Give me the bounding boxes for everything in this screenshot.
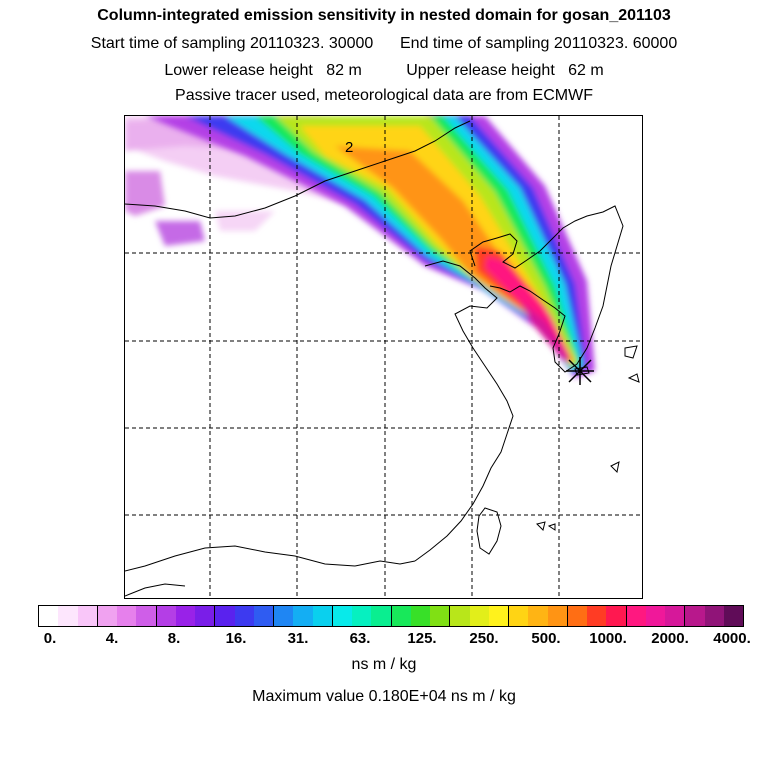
tracer-info: Passive tracer used, meteorological data… — [175, 87, 593, 104]
color-scale-segment — [469, 606, 489, 626]
color-scale-segment — [293, 606, 313, 626]
color-scale-segment — [234, 606, 254, 626]
release-heights: Lower release height 82 m Upper release … — [164, 62, 604, 79]
color-scale-segment — [371, 606, 392, 626]
color-scale-tick-label: 31. — [287, 630, 309, 647]
color-scale-segment — [488, 606, 509, 626]
contour-label-2: 2 — [345, 139, 353, 156]
color-scale-segment — [645, 606, 665, 626]
color-scale-segment — [547, 606, 568, 626]
color-scale-segment — [587, 606, 607, 626]
color-scale-segment — [195, 606, 216, 626]
color-scale-tick-label: 1000. — [589, 630, 627, 647]
color-scale-segment — [352, 606, 372, 626]
release-site-star — [566, 357, 594, 385]
color-scale-segment — [665, 606, 686, 626]
coastlines — [125, 120, 640, 597]
color-scale-segment — [723, 606, 743, 626]
plot-title: Column-integrated emission sensitivity i… — [97, 7, 671, 24]
color-scale-segment — [528, 606, 548, 626]
color-scale-segment — [253, 606, 274, 626]
color-scale-tick-label: 250. — [469, 630, 499, 647]
map-panel: 2 — [124, 115, 643, 599]
color-scale-segment — [117, 606, 137, 626]
color-scale-segment — [704, 606, 724, 626]
color-scale-segment — [58, 606, 78, 626]
color-scale-segment — [156, 606, 176, 626]
color-scale-segment — [274, 606, 294, 626]
color-scale-segment — [312, 606, 333, 626]
color-scale-segment — [136, 606, 157, 626]
color-scale-tick-label: 125. — [407, 630, 437, 647]
color-scale-tick-label: 500. — [531, 630, 561, 647]
color-scale-bar — [38, 605, 744, 627]
color-scale-segment — [39, 606, 59, 626]
lat-lon-grid — [125, 116, 642, 598]
color-scale-segment — [391, 606, 411, 626]
color-scale-segment — [685, 606, 705, 626]
color-scale-segment — [215, 606, 235, 626]
color-scale-segment — [77, 606, 98, 626]
color-scale-segment — [97, 606, 117, 626]
color-scale-segment — [626, 606, 646, 626]
color-scale-tick-label: 4. — [105, 630, 119, 647]
color-scale-segment — [450, 606, 470, 626]
color-scale-tick-label: 16. — [225, 630, 247, 647]
color-scale-segment — [430, 606, 451, 626]
color-scale-segment — [567, 606, 587, 626]
color-scale-tick-label: 4000. — [713, 630, 751, 647]
color-scale-tick-label: 2000. — [651, 630, 689, 647]
color-scale-segment — [175, 606, 195, 626]
color-scale-segment — [410, 606, 430, 626]
color-scale-tick-label: 0. — [43, 630, 57, 647]
sampling-times: Start time of sampling 20110323. 30000 E… — [90, 35, 678, 52]
color-scale-segment — [509, 606, 529, 626]
color-scale-segment — [332, 606, 352, 626]
sensitivity-map: 2 — [125, 116, 642, 598]
color-scale-tick-label: 63. — [349, 630, 371, 647]
units-label: ns m / kg — [351, 656, 417, 673]
plume-field — [145, 116, 595, 378]
maximum-value-label: Maximum value 0.180E+04 ns m / kg — [252, 688, 516, 705]
color-scale-segment — [606, 606, 627, 626]
color-scale-tick-label: 8. — [167, 630, 181, 647]
